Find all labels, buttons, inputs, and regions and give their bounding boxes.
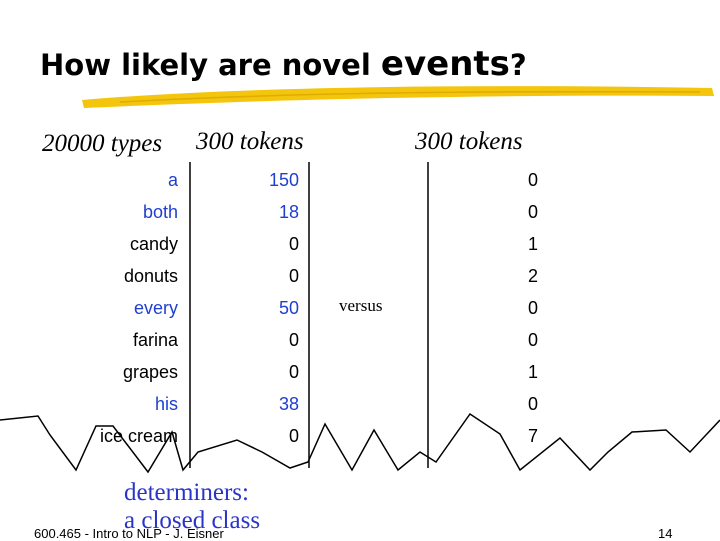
title-part2: events — [380, 44, 510, 84]
header-tokens-col2: 300 tokens — [415, 128, 523, 155]
row-count2: 0 — [528, 330, 539, 350]
row-word: ice cream — [99, 426, 178, 446]
annotation-line2: a closed class — [124, 507, 261, 534]
page-number: 14 — [658, 526, 673, 541]
row-word: his — [154, 394, 178, 414]
versus-label: versus — [339, 296, 383, 315]
zigzag-break-line — [0, 412, 720, 474]
row-word: a — [167, 170, 178, 190]
row-word: farina — [132, 330, 178, 350]
row-count2: 0 — [528, 170, 539, 190]
row-count1: 0 — [288, 234, 299, 254]
annotation-line1: determiners: — [124, 479, 249, 506]
header-tokens-col1: 300 tokens — [196, 128, 304, 155]
title-part3: ? — [509, 48, 527, 82]
row-word: both — [142, 202, 178, 222]
row-count1: 38 — [278, 394, 299, 414]
row-count2: 1 — [528, 234, 539, 254]
row-count1: 150 — [268, 170, 299, 190]
row-word: candy — [129, 234, 178, 254]
row-count2: 1 — [528, 362, 539, 382]
row-count1: 0 — [288, 330, 299, 350]
row-count2: 7 — [528, 426, 539, 446]
row-count2: 0 — [528, 394, 539, 414]
row-count2: 0 — [528, 298, 539, 318]
row-count1: 0 — [288, 426, 299, 446]
row-word: grapes — [122, 362, 178, 382]
row-word: every — [133, 298, 178, 318]
row-word: donuts — [123, 266, 178, 286]
row-count1: 0 — [288, 266, 299, 286]
slide-title: How likely are novel events? — [40, 44, 527, 84]
title-part1: How likely are novel — [40, 48, 381, 82]
row-count1: 0 — [288, 362, 299, 382]
row-count1: 50 — [278, 298, 299, 318]
row-count2: 0 — [528, 202, 539, 222]
row-count2: 2 — [528, 266, 539, 286]
header-types: 20000 types — [42, 130, 163, 157]
slide-footer: 600.465 - Intro to NLP - J. Eisner — [34, 526, 224, 541]
row-count1: 18 — [278, 202, 299, 222]
